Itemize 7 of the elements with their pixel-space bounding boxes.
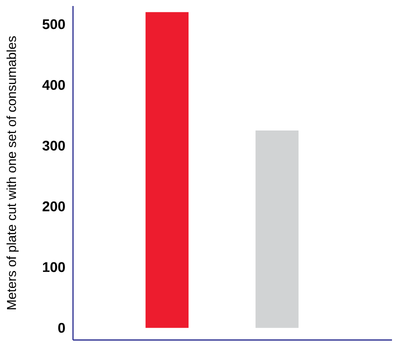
y-tick-label: 0 bbox=[58, 322, 65, 333]
y-tick-label: 500 bbox=[42, 19, 65, 30]
y-tick-label: 100 bbox=[42, 262, 65, 272]
y-tick-label: 400 bbox=[42, 80, 65, 90]
y-tick-label: 300 bbox=[42, 140, 65, 151]
y-tick-label: 200 bbox=[42, 201, 65, 212]
y-axis-title: Meters of plate cut with one set of consumables bbox=[6, 36, 19, 310]
